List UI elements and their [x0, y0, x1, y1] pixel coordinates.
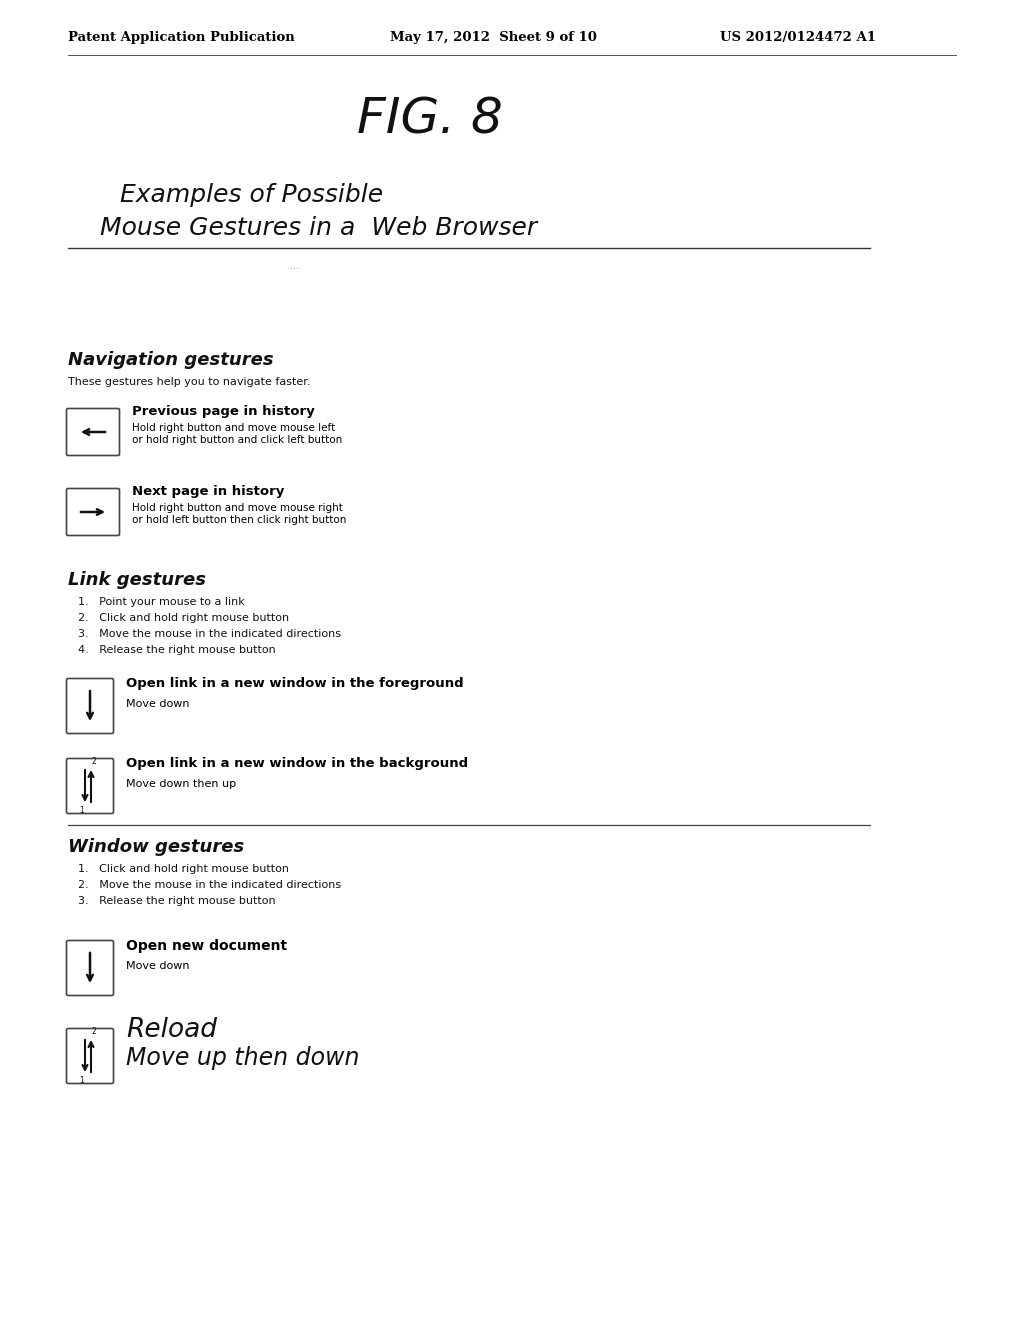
Text: FIG. 8: FIG. 8: [357, 96, 503, 144]
Text: Hold right button and move mouse right: Hold right button and move mouse right: [132, 503, 343, 513]
FancyBboxPatch shape: [67, 408, 120, 455]
FancyBboxPatch shape: [67, 488, 120, 536]
Text: Move down: Move down: [126, 700, 189, 709]
Text: Move up then down: Move up then down: [126, 1045, 359, 1071]
Text: Patent Application Publication: Patent Application Publication: [68, 32, 295, 45]
Text: Hold right button and move mouse left: Hold right button and move mouse left: [132, 422, 335, 433]
Text: 2.   Click and hold right mouse button: 2. Click and hold right mouse button: [78, 612, 289, 623]
Text: 1: 1: [79, 1076, 84, 1085]
Text: Navigation gestures: Navigation gestures: [68, 351, 273, 370]
Text: Reload: Reload: [126, 1016, 217, 1043]
Text: Next page in history: Next page in history: [132, 486, 285, 499]
Text: 1.   Point your mouse to a link: 1. Point your mouse to a link: [78, 597, 245, 607]
Text: Open link in a new window in the background: Open link in a new window in the backgro…: [126, 758, 468, 771]
FancyBboxPatch shape: [67, 940, 114, 995]
Text: Open link in a new window in the foreground: Open link in a new window in the foregro…: [126, 677, 464, 690]
FancyBboxPatch shape: [67, 1028, 114, 1084]
Text: Open new document: Open new document: [126, 939, 287, 953]
Text: Move down: Move down: [126, 961, 189, 972]
Text: US 2012/0124472 A1: US 2012/0124472 A1: [720, 32, 876, 45]
Text: Move down then up: Move down then up: [126, 779, 237, 789]
Text: or hold left button then click right button: or hold left button then click right but…: [132, 515, 346, 525]
FancyBboxPatch shape: [67, 678, 114, 734]
Text: Link gestures: Link gestures: [68, 572, 206, 589]
Text: Examples of Possible: Examples of Possible: [120, 183, 383, 207]
Text: 2.   Move the mouse in the indicated directions: 2. Move the mouse in the indicated direc…: [78, 880, 341, 890]
Text: Mouse Gestures in a  Web Browser: Mouse Gestures in a Web Browser: [100, 216, 538, 240]
Text: May 17, 2012  Sheet 9 of 10: May 17, 2012 Sheet 9 of 10: [390, 32, 597, 45]
Text: 1.   Click and hold right mouse button: 1. Click and hold right mouse button: [78, 865, 289, 874]
Text: 2: 2: [92, 1027, 96, 1036]
Text: These gestures help you to navigate faster.: These gestures help you to navigate fast…: [68, 378, 310, 387]
Text: 3.   Move the mouse in the indicated directions: 3. Move the mouse in the indicated direc…: [78, 630, 341, 639]
Text: Previous page in history: Previous page in history: [132, 405, 314, 418]
Text: 3.   Release the right mouse button: 3. Release the right mouse button: [78, 896, 275, 906]
Text: ···: ···: [290, 264, 299, 275]
Text: 1: 1: [79, 807, 84, 814]
Text: 4.   Release the right mouse button: 4. Release the right mouse button: [78, 645, 275, 655]
FancyBboxPatch shape: [67, 759, 114, 813]
Text: or hold right button and click left button: or hold right button and click left butt…: [132, 436, 342, 445]
Text: 2: 2: [92, 756, 96, 766]
Text: Window gestures: Window gestures: [68, 838, 245, 855]
